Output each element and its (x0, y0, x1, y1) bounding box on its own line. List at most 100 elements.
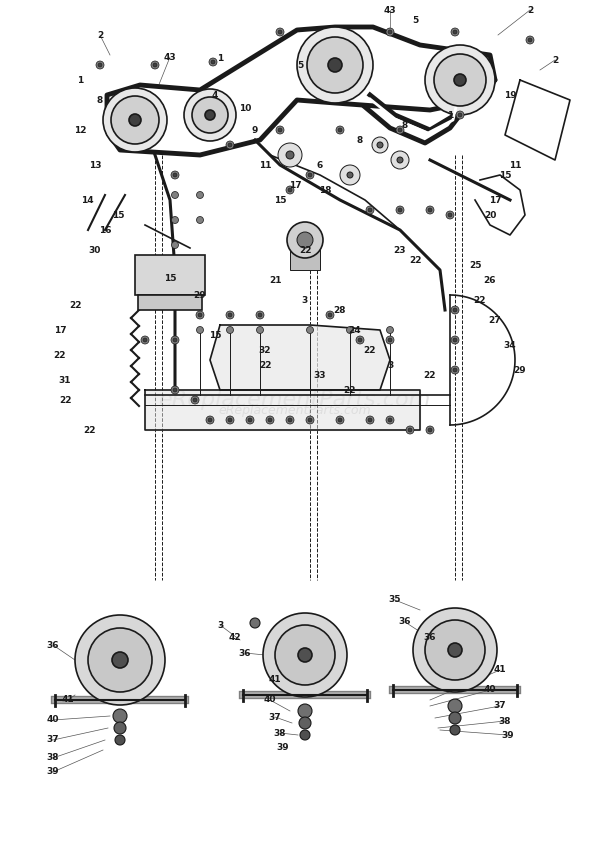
Circle shape (368, 418, 372, 422)
Circle shape (391, 151, 409, 169)
Circle shape (299, 717, 311, 729)
Circle shape (250, 618, 260, 628)
Text: 43: 43 (384, 5, 396, 15)
Circle shape (386, 336, 394, 344)
Text: 36: 36 (399, 617, 411, 627)
Circle shape (451, 366, 459, 374)
Circle shape (338, 418, 342, 422)
Text: 31: 31 (59, 376, 71, 384)
Circle shape (226, 311, 234, 319)
Circle shape (448, 643, 462, 657)
Text: 22: 22 (409, 255, 421, 265)
Circle shape (276, 28, 284, 36)
Circle shape (336, 416, 344, 424)
Circle shape (326, 311, 334, 319)
Circle shape (196, 326, 204, 334)
Bar (135, 255, 205, 295)
Circle shape (388, 418, 392, 422)
Text: 38: 38 (47, 753, 59, 763)
Circle shape (307, 37, 363, 93)
Text: 22: 22 (364, 346, 376, 354)
Circle shape (278, 30, 282, 34)
Text: 22: 22 (84, 425, 96, 435)
Circle shape (278, 143, 302, 167)
Circle shape (366, 206, 374, 214)
Text: 3: 3 (217, 621, 223, 629)
Text: 14: 14 (81, 195, 93, 205)
Text: 39: 39 (277, 742, 289, 752)
Circle shape (446, 211, 454, 219)
Text: eReplacementParts.com: eReplacementParts.com (159, 390, 431, 410)
Text: 20: 20 (484, 211, 496, 219)
Circle shape (397, 157, 403, 163)
Circle shape (396, 206, 404, 214)
Text: 40: 40 (264, 695, 276, 704)
Circle shape (263, 613, 347, 697)
Circle shape (287, 222, 323, 258)
Circle shape (297, 27, 373, 103)
Circle shape (248, 418, 252, 422)
Text: 22: 22 (344, 385, 356, 395)
Circle shape (306, 416, 314, 424)
Circle shape (256, 311, 264, 319)
Circle shape (300, 730, 310, 740)
Circle shape (227, 326, 234, 334)
Circle shape (298, 704, 312, 718)
Circle shape (425, 620, 485, 680)
Circle shape (454, 74, 466, 86)
Text: 40: 40 (484, 686, 496, 694)
Circle shape (228, 143, 232, 147)
Circle shape (172, 192, 179, 199)
Circle shape (111, 96, 159, 144)
Text: 32: 32 (259, 346, 271, 354)
Circle shape (336, 126, 344, 134)
Circle shape (388, 30, 392, 34)
Text: 15: 15 (499, 170, 512, 180)
Text: 11: 11 (259, 161, 271, 169)
Text: 2: 2 (552, 56, 558, 64)
Circle shape (286, 186, 294, 194)
Text: 38: 38 (274, 728, 286, 738)
Text: 15: 15 (274, 195, 286, 205)
Text: 2: 2 (97, 31, 103, 39)
Text: 36: 36 (239, 649, 251, 657)
Circle shape (88, 628, 152, 692)
Circle shape (276, 126, 284, 134)
Circle shape (356, 336, 364, 344)
Text: 30: 30 (89, 246, 101, 254)
Text: 34: 34 (504, 341, 516, 349)
Circle shape (372, 137, 388, 153)
Circle shape (246, 416, 254, 424)
Polygon shape (145, 390, 420, 430)
Circle shape (451, 336, 459, 344)
Circle shape (129, 114, 141, 126)
Circle shape (368, 208, 372, 212)
Text: 19: 19 (504, 91, 516, 99)
Text: 26: 26 (484, 276, 496, 284)
Circle shape (453, 338, 457, 342)
Circle shape (451, 306, 459, 314)
Circle shape (208, 418, 212, 422)
Circle shape (386, 28, 394, 36)
Text: 11: 11 (509, 161, 521, 169)
Circle shape (151, 61, 159, 69)
Circle shape (193, 398, 197, 402)
Circle shape (171, 386, 179, 394)
Circle shape (153, 63, 157, 67)
Bar (138, 295, 202, 310)
Text: 22: 22 (259, 360, 271, 370)
Circle shape (328, 313, 332, 317)
Circle shape (398, 128, 402, 132)
Circle shape (114, 722, 126, 734)
Circle shape (173, 388, 177, 392)
Circle shape (449, 712, 461, 724)
Text: 22: 22 (54, 350, 66, 360)
Circle shape (171, 336, 179, 344)
Text: 5: 5 (297, 61, 303, 69)
Circle shape (406, 426, 414, 434)
Circle shape (191, 396, 199, 404)
Circle shape (453, 308, 457, 312)
Circle shape (456, 111, 464, 119)
Circle shape (275, 625, 335, 685)
Text: 22: 22 (299, 246, 312, 254)
